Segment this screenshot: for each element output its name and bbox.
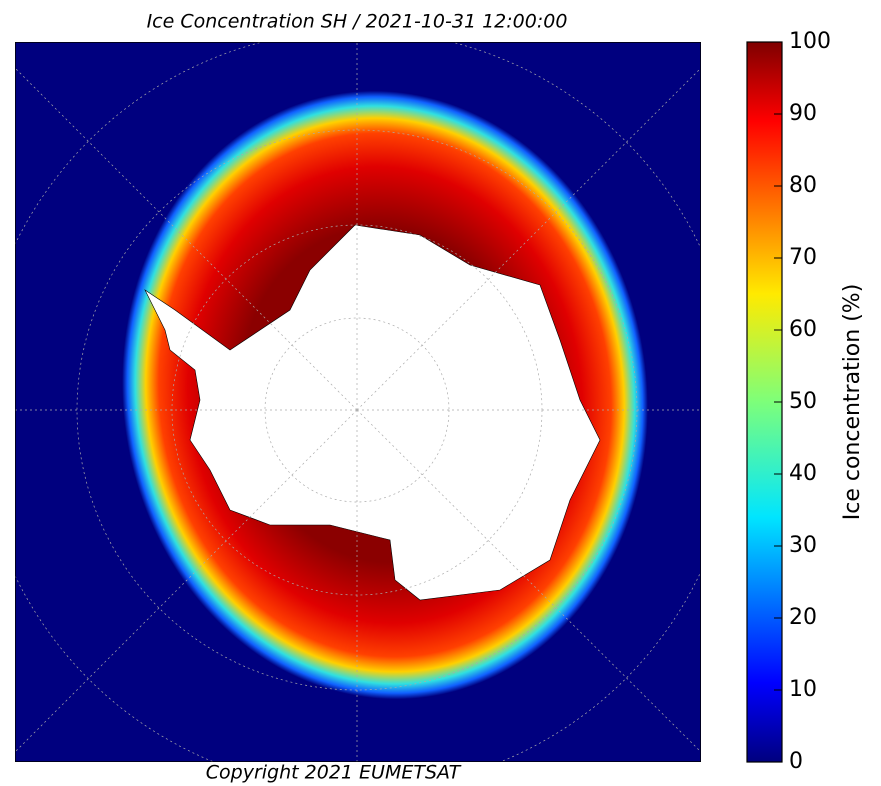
- colorbar-tick-label: 100: [789, 29, 831, 54]
- colorbar-tick-label: 80: [789, 173, 817, 198]
- colorbar-tick-label: 30: [789, 533, 817, 558]
- colorbar-tick-label: 60: [789, 317, 817, 342]
- colorbar-tick-label: 90: [789, 101, 817, 126]
- colorbar-tick-label: 0: [789, 749, 803, 774]
- colorbar-label: Ice concentration (%): [840, 284, 865, 521]
- colorbar-tick-label: 50: [789, 389, 817, 414]
- colorbar-tick-label: 40: [789, 461, 817, 486]
- colorbar-tick-label: 10: [789, 677, 817, 702]
- map: [15, 42, 701, 762]
- colorbar-tick-label: 70: [789, 245, 817, 270]
- map-title: Ice Concentration SH / 2021-10-31 12:00:…: [147, 11, 568, 33]
- colorbar-tick-label: 20: [789, 605, 817, 630]
- copyright: Copyright 2021 EUMETSAT: [206, 762, 462, 784]
